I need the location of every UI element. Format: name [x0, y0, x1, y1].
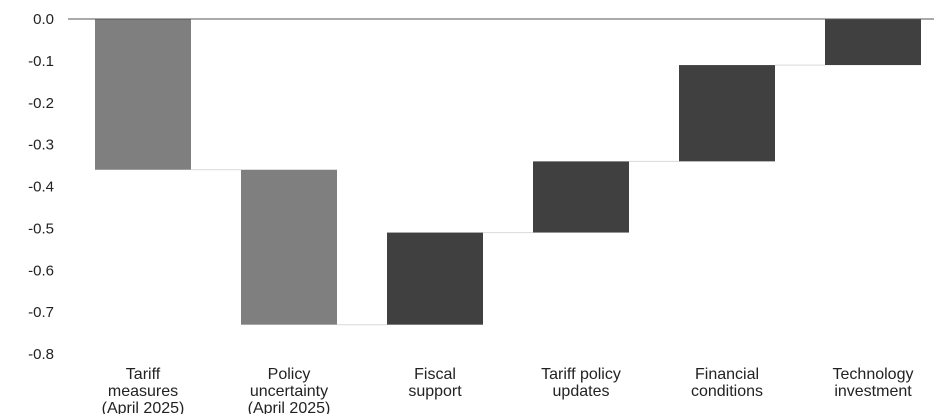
y-tick-label: -0.8	[28, 346, 54, 363]
bar	[95, 19, 191, 170]
x-category-label: Policy uncertainty (April 2025)	[248, 366, 331, 414]
x-category-label: Technology investment	[833, 366, 914, 400]
x-axis-labels: Tariff measures (April 2025) Policy uncertai…	[102, 366, 914, 414]
y-tick-label: -0.6	[28, 262, 54, 279]
bars	[95, 19, 921, 325]
bar	[241, 169, 337, 325]
y-tick-label: 0.0	[33, 11, 54, 28]
bar	[387, 232, 483, 325]
y-tick-label: -0.2	[28, 95, 54, 112]
connector-lines	[191, 64, 825, 326]
x-category-label: Tariff policy updates	[541, 366, 621, 400]
bar	[533, 161, 629, 233]
y-axis: 0.0 -0.1 -0.2 -0.3 -0.4 -0.5 -0.6 -0.7 -0.8	[28, 11, 54, 363]
bar	[679, 65, 775, 162]
x-category-label: Tariff measures (April 2025)	[102, 366, 185, 414]
y-tick-label: -0.7	[28, 304, 54, 321]
x-category-label: Fiscal support	[408, 366, 462, 400]
y-tick-label: -0.5	[28, 220, 54, 237]
y-tick-label: -0.1	[28, 53, 54, 70]
bar	[825, 19, 921, 66]
y-tick-label: -0.3	[28, 137, 54, 154]
x-category-label: Financial conditions	[691, 366, 763, 400]
y-tick-label: -0.4	[28, 179, 54, 196]
